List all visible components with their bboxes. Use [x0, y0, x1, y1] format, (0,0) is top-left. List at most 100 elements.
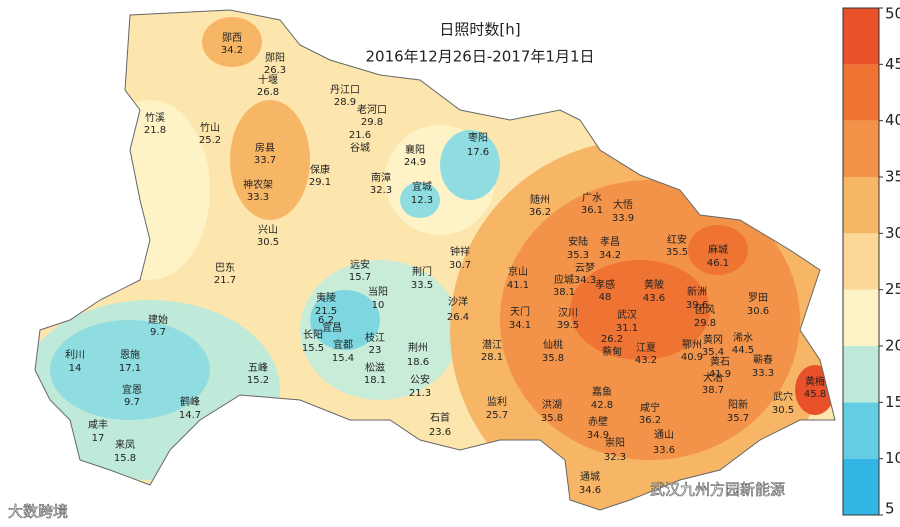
station-name: 利川 — [65, 349, 85, 361]
station-value: 26.2 — [601, 334, 623, 345]
station-name: 天门 — [510, 305, 530, 318]
station-name: 当阳 — [368, 285, 388, 298]
map-subtitle: 2016年12月26日-2017年1月1日 — [365, 48, 594, 66]
station-name: 公安 — [410, 373, 430, 386]
colorbar-segment — [843, 289, 879, 346]
station-value: 41.1 — [507, 280, 529, 291]
station-name: 赤壁 — [588, 415, 608, 428]
colorbar-tick-label: 50 — [885, 5, 900, 23]
station-value: 17.6 — [467, 147, 489, 158]
station-name: 谷城 — [350, 142, 370, 154]
station-value: 36.2 — [529, 207, 551, 218]
station-name: 竹山 — [200, 121, 220, 134]
station-name: 房县 — [255, 141, 275, 154]
colorbar-segment — [843, 64, 879, 121]
station-value: 14.7 — [179, 410, 201, 421]
map-title: 日照时数[h] — [439, 21, 520, 39]
station-value: 33.3 — [752, 368, 774, 379]
station-name: 襄阳 — [405, 143, 425, 156]
station-value: 33.6 — [653, 445, 675, 456]
station-name: 汉川 — [558, 307, 578, 319]
station-name: 通山 — [654, 429, 674, 441]
station-value: 30.6 — [747, 306, 769, 317]
station-name: 嘉鱼 — [592, 385, 612, 398]
colorbar-tick-label: 35 — [885, 168, 900, 186]
station-value: 35.3 — [567, 250, 589, 261]
station-name: 麻城 — [708, 243, 728, 256]
station-value: 28.1 — [481, 352, 503, 363]
station-name: 蕲春 — [753, 354, 773, 366]
station-name: 潜江 — [482, 338, 502, 351]
station-value: 48 — [599, 292, 612, 303]
station-name: 孝昌 — [600, 236, 620, 248]
station-name: 荆州 — [408, 341, 428, 354]
station-name: 建始 — [148, 313, 168, 326]
station-name: 石首 — [430, 411, 450, 424]
station-name: 云梦 — [575, 262, 595, 274]
station-value: 33.3 — [247, 192, 269, 203]
station-name: 大冶 — [703, 371, 723, 384]
station-name: 黄石 — [710, 355, 730, 368]
station-name: 南漳 — [371, 171, 391, 184]
station-value: 21.7 — [214, 275, 236, 286]
station-value: 31.1 — [616, 323, 638, 334]
colorbar-segment — [843, 120, 879, 177]
station-name: 洪湖 — [542, 399, 562, 411]
station-value: 36.2 — [639, 415, 661, 426]
station-name: 巴东 — [215, 261, 235, 274]
station-name: 蔡甸 — [602, 345, 622, 358]
station-name: 黄陂 — [644, 278, 664, 291]
station-value: 21.5 — [315, 306, 337, 317]
station-value: 45.8 — [804, 389, 826, 400]
station-value: 33.5 — [411, 280, 433, 291]
station-name: 五峰 — [248, 362, 268, 374]
station-value: 15.8 — [114, 453, 136, 464]
station-value: 25.2 — [199, 135, 221, 146]
station-name: 广水 — [582, 192, 602, 204]
station-name: 大悟 — [613, 198, 633, 211]
station-name: 黄冈 — [703, 333, 723, 346]
station-name: 十堰 — [258, 73, 278, 86]
station-name: 老河口 — [357, 103, 387, 116]
station-name: 兴山 — [258, 224, 278, 236]
station-value: 33.9 — [612, 213, 634, 224]
station-value: 26.3 — [264, 65, 286, 76]
station-name: 神农架 — [243, 178, 273, 191]
station-value: 18.6 — [407, 357, 429, 368]
station-value: 34.2 — [599, 250, 621, 261]
station-value: 6.2 — [318, 315, 334, 326]
station-value: 25.7 — [486, 410, 508, 421]
station-value: 30.5 — [772, 405, 794, 416]
station-name: 长阳 — [303, 329, 323, 341]
station-value: 17 — [92, 433, 105, 444]
station-name: 阳新 — [728, 398, 748, 411]
station-value: 43.6 — [643, 293, 665, 304]
station-name: 宜都 — [333, 338, 353, 351]
station-name: 枝江 — [365, 331, 385, 344]
station-name: 京山 — [508, 265, 528, 278]
station-value: 21.8 — [144, 125, 166, 136]
station-value: 34.6 — [579, 485, 601, 496]
station-value: 35.7 — [727, 413, 749, 424]
station-value: 35.8 — [542, 353, 564, 364]
station-value: 26.8 — [257, 87, 279, 98]
station-name: 团风 — [695, 304, 715, 316]
station-value: 32.3 — [370, 185, 392, 196]
station-value: 17.1 — [119, 363, 141, 374]
station-name: 郧阳 — [265, 52, 285, 64]
station-value: 10 — [372, 300, 385, 311]
station-name: 咸宁 — [640, 401, 660, 414]
station-value: 15.7 — [349, 272, 371, 283]
station-value: 39.6 — [686, 300, 708, 311]
station-name: 应城 — [554, 273, 574, 286]
station-value: 41.9 — [709, 369, 731, 380]
colorbar-frame — [842, 7, 880, 516]
station-value: 34.3 — [574, 275, 596, 286]
colorbar-tick-label: 10 — [885, 449, 900, 467]
station-value: 24.9 — [404, 157, 426, 168]
station-value: 30.5 — [257, 237, 279, 248]
station-value: 35.4 — [702, 347, 724, 358]
station-name: 恩施 — [120, 348, 140, 361]
